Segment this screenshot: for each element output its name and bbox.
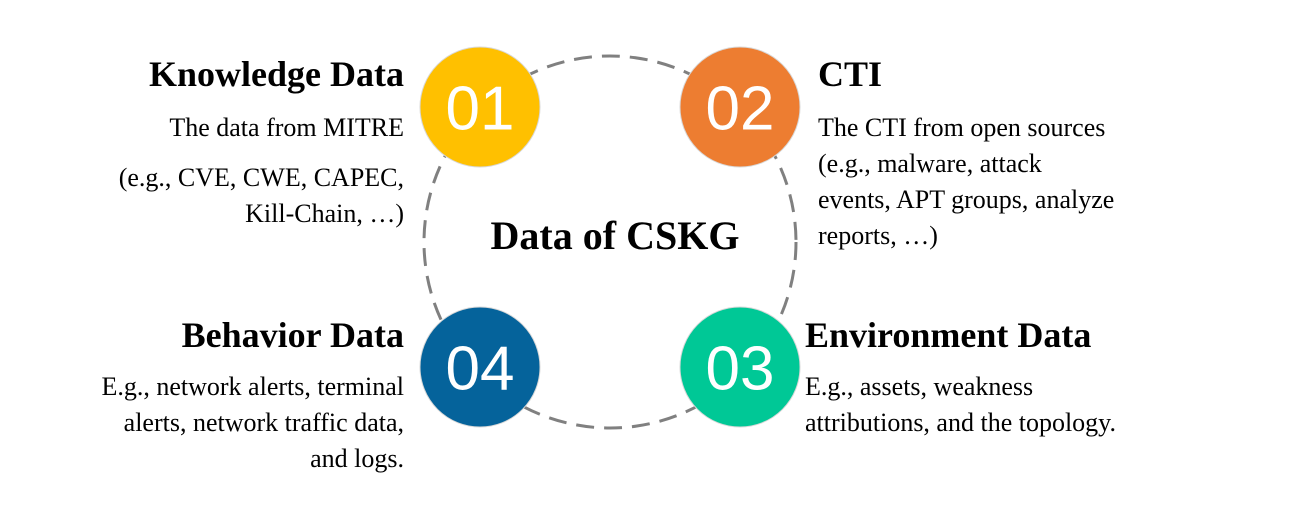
center-title: Data of CSKG bbox=[490, 213, 740, 258]
badge-04-number: 04 bbox=[446, 335, 515, 404]
knowledge-data-title: Knowledge Data bbox=[149, 54, 404, 94]
cti-block: CTI The CTI from open sources (e.g., mal… bbox=[818, 54, 1238, 254]
badge-01-number: 01 bbox=[446, 75, 515, 144]
badge-03: 03 bbox=[679, 306, 801, 428]
badge-04: 04 bbox=[419, 306, 541, 428]
behavior-data-desc-line: and logs. bbox=[310, 444, 404, 473]
cti-desc-line: The CTI from open sources bbox=[818, 113, 1106, 142]
cti-title: CTI bbox=[818, 54, 883, 94]
badge-02-number: 02 bbox=[706, 75, 775, 144]
cti-desc-line: events, APT groups, analyze bbox=[818, 185, 1115, 214]
cti-desc-line: (e.g., malware, attack bbox=[818, 149, 1042, 178]
behavior-data-desc-line: E.g., network alerts, terminal bbox=[101, 372, 404, 401]
knowledge-data-desc-line: The data from MITRE bbox=[169, 113, 404, 142]
behavior-data-block: Behavior Data E.g., network alerts, term… bbox=[20, 315, 404, 477]
environment-data-desc-line: E.g., assets, weakness bbox=[805, 372, 1034, 401]
behavior-data-title: Behavior Data bbox=[181, 315, 404, 355]
badge-03-number: 03 bbox=[706, 335, 775, 404]
behavior-data-desc-line: alerts, network traffic data, bbox=[123, 408, 404, 437]
badge-02: 02 bbox=[679, 46, 801, 168]
environment-data-desc-line: attributions, and the topology. bbox=[805, 408, 1116, 437]
dashed-ring bbox=[422, 54, 798, 430]
knowledge-data-desc-line: Kill-Chain, …) bbox=[245, 199, 404, 228]
knowledge-data-block: Knowledge Data The data from MITRE (e.g.… bbox=[20, 54, 404, 232]
badge-01: 01 bbox=[419, 46, 541, 168]
knowledge-data-desc-line: (e.g., CVE, CWE, CAPEC, bbox=[118, 163, 404, 192]
cti-desc-line: reports, …) bbox=[818, 221, 938, 250]
environment-data-title: Environment Data bbox=[805, 315, 1092, 355]
environment-data-block: Environment Data E.g., assets, weakness … bbox=[805, 315, 1245, 441]
